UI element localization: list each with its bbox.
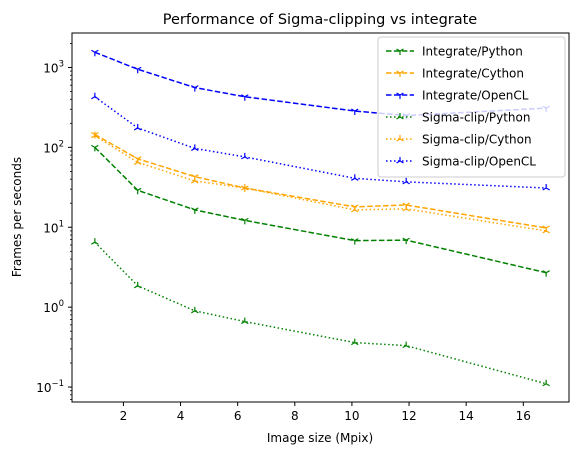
x-tick-label: 16 bbox=[516, 409, 531, 423]
x-axis: 2 4 6 8 10 12 14 16 bbox=[120, 402, 531, 423]
data-point-sigma-clip-cython bbox=[133, 158, 142, 165]
data-point-sigma-clip-python bbox=[241, 317, 249, 325]
y-tick-base: 10 bbox=[43, 301, 58, 315]
x-tick-label: 14 bbox=[459, 409, 474, 423]
y-tick-base: 10 bbox=[43, 61, 58, 75]
data-point-integrate-opencl bbox=[191, 85, 199, 92]
y-tick-label: 10−1 bbox=[36, 379, 64, 395]
data-point-sigma-clip-cython bbox=[542, 226, 550, 234]
legend-label-integrate-python: Integrate/Python bbox=[422, 45, 523, 59]
data-point-sigma-clip-opencl bbox=[91, 92, 99, 100]
data-point-sigma-clip-opencl bbox=[133, 123, 142, 131]
legend-label-integrate-opencl: Integrate/OpenCL bbox=[422, 89, 529, 103]
data-point-integrate-python bbox=[91, 144, 99, 152]
y-tick-exponent: 0 bbox=[59, 299, 64, 309]
data-point-sigma-clip-opencl bbox=[241, 152, 249, 160]
legend-marker-sigma-clip-opencl bbox=[396, 157, 404, 164]
y-tick-label: 103 bbox=[43, 59, 64, 75]
data-point-integrate-python bbox=[133, 187, 142, 195]
y-tick-base: 10 bbox=[43, 141, 58, 155]
y-tick-exponent: −1 bbox=[51, 379, 64, 389]
data-point-sigma-clip-python bbox=[133, 281, 142, 289]
legend-marker-integrate-cython bbox=[396, 70, 404, 77]
data-point-sigma-clip-cython bbox=[91, 131, 99, 139]
data-point-sigma-clip-opencl bbox=[350, 174, 359, 181]
data-point-sigma-clip-opencl bbox=[191, 144, 199, 151]
x-tick-label: 10 bbox=[344, 409, 359, 423]
y-tick-base: 10 bbox=[43, 221, 58, 235]
legend-label-sigma-clip-opencl: Sigma-clip/OpenCL bbox=[422, 155, 536, 169]
data-point-integrate-opencl bbox=[133, 66, 142, 74]
data-point-integrate-opencl bbox=[350, 108, 359, 116]
data-point-sigma-clip-cython bbox=[350, 205, 359, 213]
data-point-integrate-python bbox=[402, 237, 410, 245]
data-point-integrate-opencl bbox=[91, 49, 99, 57]
data-point-sigma-clip-python bbox=[542, 379, 550, 387]
data-point-sigma-clip-python bbox=[402, 341, 410, 349]
y-axis-label: Frames per seconds bbox=[10, 157, 24, 277]
data-point-sigma-clip-opencl bbox=[542, 184, 550, 191]
data-point-integrate-opencl bbox=[241, 94, 249, 101]
chart-title: Performance of Sigma-clipping vs integra… bbox=[163, 12, 478, 28]
data-point-sigma-clip-cython bbox=[402, 204, 410, 212]
y-tick-label: 102 bbox=[43, 139, 64, 155]
y-tick-exponent: 2 bbox=[59, 139, 64, 149]
data-point-integrate-python bbox=[191, 207, 199, 214]
x-tick-label: 12 bbox=[401, 409, 416, 423]
data-point-integrate-python bbox=[241, 217, 249, 225]
legend-marker-sigma-clip-python bbox=[396, 113, 404, 120]
legend-label-sigma-clip-python: Sigma-clip/Python bbox=[422, 111, 530, 125]
x-tick-label: 6 bbox=[234, 409, 242, 423]
legend-marker-integrate-python bbox=[396, 48, 404, 55]
x-tick-label: 2 bbox=[120, 409, 128, 423]
legend-label-sigma-clip-cython: Sigma-clip/Cython bbox=[422, 133, 532, 147]
data-point-sigma-clip-cython bbox=[191, 176, 199, 184]
y-tick-exponent: 1 bbox=[59, 219, 64, 229]
plot-frame bbox=[71, 32, 570, 403]
data-point-integrate-python bbox=[350, 238, 359, 245]
y-tick-base: 10 bbox=[36, 381, 51, 395]
legend-marker-integrate-opencl bbox=[396, 92, 404, 99]
data-point-sigma-clip-python bbox=[191, 306, 199, 314]
x-axis-label: Image size (Mpix) bbox=[267, 431, 373, 445]
data-point-sigma-clip-python bbox=[350, 338, 359, 346]
data-point-sigma-clip-python bbox=[91, 238, 99, 245]
x-tick-label: 8 bbox=[291, 409, 299, 423]
data-point-sigma-clip-cython bbox=[241, 184, 249, 191]
legend-label-integrate-cython: Integrate/Cython bbox=[422, 67, 524, 81]
legend-marker-sigma-clip-cython bbox=[396, 135, 404, 142]
data-point-sigma-clip-opencl bbox=[402, 177, 410, 185]
data-point-integrate-python bbox=[542, 270, 550, 277]
y-tick-label: 101 bbox=[43, 219, 64, 235]
x-tick-label: 4 bbox=[177, 409, 185, 423]
legend: Integrate/Python Integrate/Cython Integrat… bbox=[377, 36, 566, 178]
y-tick-exponent: 3 bbox=[59, 59, 64, 69]
legend-box bbox=[377, 36, 566, 178]
y-tick-label: 100 bbox=[43, 299, 64, 315]
